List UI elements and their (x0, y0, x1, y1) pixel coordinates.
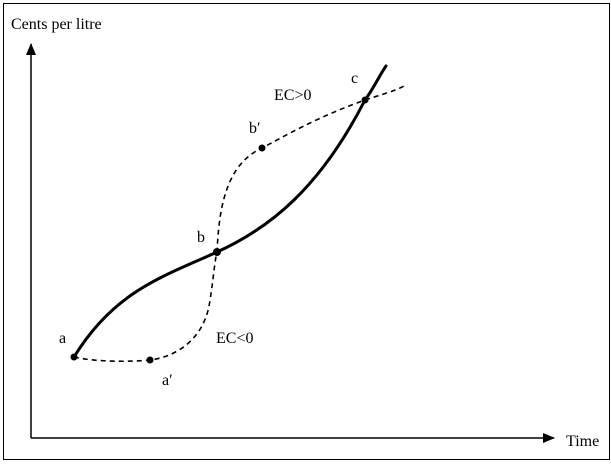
point-c-marker (361, 96, 369, 104)
point-b-prime-label: b′ (249, 120, 261, 137)
point-a-label: a (59, 330, 66, 347)
diagram-frame (3, 3, 610, 460)
point-c-label: c (351, 70, 358, 87)
point-a-prime-marker (146, 356, 154, 364)
dashed-price-path (73, 85, 405, 363)
point-a-marker (70, 353, 78, 361)
solid-price-path (72, 64, 388, 359)
ec-negative-annotation: EC<0 (216, 330, 253, 347)
ec-positive-annotation: EC>0 (274, 87, 311, 104)
x-axis-label: Time (566, 433, 599, 450)
y-axis-label: Cents per litre (11, 16, 102, 33)
point-a-prime-label: a′ (162, 372, 173, 389)
point-b-prime-marker (258, 144, 266, 152)
point-b-label: b (197, 229, 205, 246)
point-b-marker (213, 248, 221, 256)
